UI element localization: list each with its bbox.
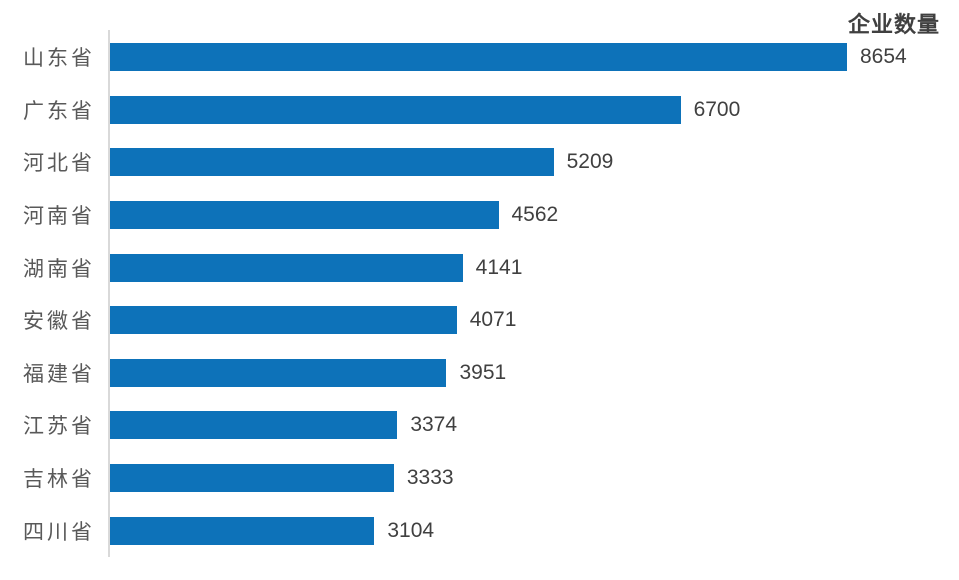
chart-title: 企业数量 [847,12,940,37]
bar-track: 3104 [110,504,959,557]
bar-row: 安徽省 4071 [0,294,959,347]
value-label: 4071 [469,308,517,332]
bar-track: 4562 [110,189,959,242]
bar-track: 6700 [110,84,959,137]
category-label: 广东省 [23,98,95,123]
bar [110,148,554,177]
bar-row: 江苏省 3374 [0,399,959,452]
bar-track: 5209 [110,136,959,189]
category-label: 江苏省 [23,414,95,439]
bar-track: 3333 [110,452,959,505]
chart-rows: 山东省 8654 广东省 6700 河北省 5209 河南省 4562 湖南省 … [0,31,959,557]
category-label: 湖南省 [23,256,95,281]
bar-row: 山东省 8654 [0,31,959,84]
bar [110,516,375,545]
bar [110,358,447,387]
bar [110,43,847,72]
bar [110,253,463,282]
bar [110,411,398,440]
bar-track: 3951 [110,347,959,400]
value-label: 8654 [860,45,907,69]
category-label: 四川省 [23,519,95,544]
value-label: 3951 [459,360,507,384]
value-label: 4141 [475,255,523,279]
category-label: 河南省 [23,204,95,229]
y-axis-line [108,30,110,557]
bar-track: 3374 [110,399,959,452]
bar-row: 广东省 6700 [0,84,959,137]
bar [110,306,457,335]
value-label: 3333 [406,466,454,490]
category-label: 吉林省 [23,467,95,492]
bar [110,201,499,230]
bar-row: 河南省 4562 [0,189,959,242]
bar-row: 吉林省 3333 [0,452,959,505]
bar-track: 8654 [110,31,959,84]
category-label: 山东省 [23,46,95,71]
value-label: 3374 [410,413,458,437]
bar-row: 四川省 3104 [0,504,959,557]
bar-track: 4141 [110,241,959,294]
bar [110,95,681,124]
value-label: 6700 [693,97,741,121]
bar [110,464,394,493]
bar-track: 4071 [110,294,959,347]
value-label: 5209 [566,150,614,174]
bar-row: 福建省 3951 [0,347,959,400]
value-label: 3104 [387,518,435,542]
bar-row: 湖南省 4141 [0,241,959,294]
category-label: 河北省 [23,151,95,176]
bar-row: 河北省 5209 [0,136,959,189]
category-label: 福建省 [23,361,95,386]
value-label: 4562 [511,203,559,227]
category-label: 安徽省 [23,309,95,334]
